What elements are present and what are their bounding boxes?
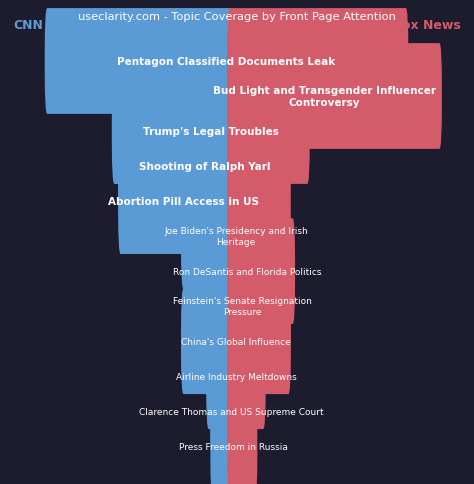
Text: China's Global Influence: China's Global Influence <box>181 337 291 346</box>
Text: Trump's Legal Troubles: Trump's Legal Troubles <box>143 127 279 137</box>
FancyBboxPatch shape <box>227 393 257 484</box>
FancyBboxPatch shape <box>227 324 266 429</box>
FancyBboxPatch shape <box>118 114 232 220</box>
FancyBboxPatch shape <box>227 114 291 220</box>
FancyBboxPatch shape <box>210 393 232 484</box>
FancyBboxPatch shape <box>181 184 232 289</box>
FancyBboxPatch shape <box>112 79 232 184</box>
Text: Feinstein's Senate Resignation
Pressure: Feinstein's Senate Resignation Pressure <box>173 297 312 316</box>
Text: Shooting of Ralph Yarl: Shooting of Ralph Yarl <box>139 162 270 172</box>
FancyBboxPatch shape <box>45 9 232 115</box>
Text: Abortion Pill Access in US: Abortion Pill Access in US <box>108 197 259 207</box>
FancyBboxPatch shape <box>227 79 310 184</box>
FancyBboxPatch shape <box>227 359 253 464</box>
FancyBboxPatch shape <box>206 44 232 150</box>
Text: Fox News: Fox News <box>393 19 460 32</box>
FancyBboxPatch shape <box>193 254 232 359</box>
FancyBboxPatch shape <box>227 184 291 289</box>
Text: Airline Industry Meltdowns: Airline Industry Meltdowns <box>175 372 296 381</box>
Text: CNN: CNN <box>14 19 44 32</box>
FancyBboxPatch shape <box>200 219 232 324</box>
Text: useclarity.com - Topic Coverage by Front Page Attention: useclarity.com - Topic Coverage by Front… <box>78 12 396 22</box>
FancyBboxPatch shape <box>118 149 232 255</box>
Text: Joe Biden's Presidency and Irish
Heritage: Joe Biden's Presidency and Irish Heritag… <box>164 227 308 246</box>
Text: Press Freedom in Russia: Press Freedom in Russia <box>180 442 288 451</box>
Text: Ron DeSantis and Florida Politics: Ron DeSantis and Florida Politics <box>173 267 322 276</box>
FancyBboxPatch shape <box>227 219 295 324</box>
FancyBboxPatch shape <box>181 288 232 394</box>
FancyBboxPatch shape <box>227 288 291 394</box>
Text: Bud Light and Transgender Influencer
Controversy: Bud Light and Transgender Influencer Con… <box>212 86 436 107</box>
FancyBboxPatch shape <box>210 359 232 464</box>
FancyBboxPatch shape <box>227 44 442 150</box>
FancyBboxPatch shape <box>227 149 249 255</box>
Text: Pentagon Classified Documents Leak: Pentagon Classified Documents Leak <box>118 57 336 67</box>
FancyBboxPatch shape <box>227 254 291 359</box>
FancyBboxPatch shape <box>206 324 232 429</box>
FancyBboxPatch shape <box>227 9 408 115</box>
Text: Clarence Thomas and US Supreme Court: Clarence Thomas and US Supreme Court <box>139 407 324 416</box>
